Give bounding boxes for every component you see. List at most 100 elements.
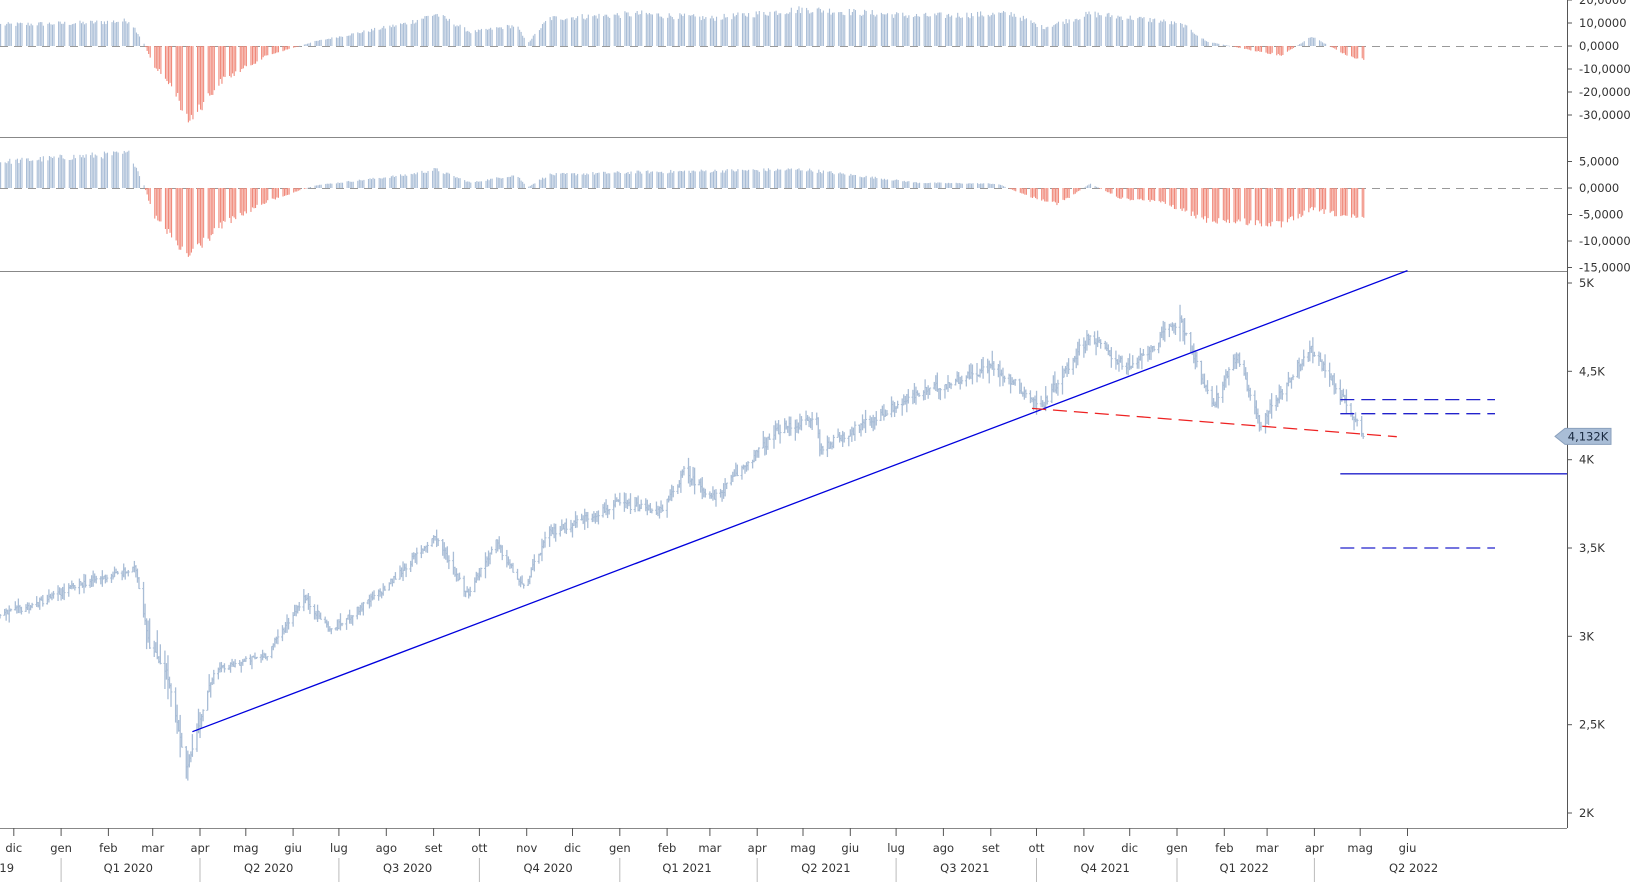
oscillator-bar bbox=[1216, 188, 1218, 224]
oscillator-bar bbox=[651, 14, 653, 46]
oscillator-bar bbox=[538, 179, 541, 188]
oscillator-bar bbox=[940, 182, 942, 188]
oscillator-bar bbox=[531, 184, 533, 188]
oscillator-bar bbox=[459, 178, 461, 188]
oscillator-bar bbox=[912, 17, 914, 46]
oscillator-bar bbox=[938, 12, 940, 46]
oscillator-bar bbox=[958, 16, 960, 46]
oscillator-bar bbox=[625, 172, 628, 188]
month-label: feb bbox=[1215, 841, 1233, 855]
oscillator-bar bbox=[1322, 42, 1324, 46]
oscillator-bar bbox=[1047, 188, 1049, 202]
oscillator-bar bbox=[935, 15, 937, 46]
oscillator-bar bbox=[1238, 46, 1240, 48]
oscillator-bar bbox=[102, 158, 104, 188]
oscillator-bar bbox=[456, 177, 458, 188]
oscillator-bar bbox=[123, 150, 125, 188]
quarter-label: Q2 2022 bbox=[1389, 861, 1438, 875]
oscillator-bar bbox=[1244, 188, 1246, 219]
oscillator-bar bbox=[645, 170, 647, 188]
oscillator-bar bbox=[285, 188, 287, 196]
oscillator-bar bbox=[39, 157, 41, 188]
oscillator-bar bbox=[1031, 188, 1034, 198]
oscillator-bar bbox=[1363, 46, 1365, 60]
oscillator-bar bbox=[1083, 187, 1085, 189]
y-tick-label: 0,0000 bbox=[1579, 39, 1619, 53]
oscillator-bar bbox=[1036, 26, 1038, 46]
oscillator-bar bbox=[638, 170, 640, 188]
oscillator-bar bbox=[700, 20, 702, 46]
oscillator-bar bbox=[26, 24, 28, 46]
oscillator-bar bbox=[613, 14, 615, 46]
oscillator-bar bbox=[1195, 188, 1197, 219]
oscillator-bar bbox=[726, 17, 728, 46]
panel-frames bbox=[0, 0, 1568, 829]
oscillator-bar bbox=[19, 22, 21, 46]
oscillator-bar bbox=[328, 183, 330, 188]
oscillator-bar bbox=[1341, 46, 1343, 54]
oscillator-bar bbox=[1192, 188, 1194, 212]
oscillator-bar bbox=[832, 12, 834, 46]
oscillator-bar bbox=[714, 169, 716, 188]
oscillator-bar bbox=[818, 169, 820, 188]
oscillator-bar bbox=[862, 14, 864, 46]
oscillator-bar bbox=[806, 7, 808, 47]
oscillator-bar bbox=[192, 46, 194, 120]
oscillator-bar bbox=[317, 185, 319, 188]
y-tick-label: 4K bbox=[1579, 453, 1594, 467]
oscillator-bar bbox=[239, 46, 241, 73]
oscillator-bar bbox=[74, 158, 76, 188]
month-label: giu bbox=[841, 841, 859, 855]
oscillator-bar bbox=[1202, 188, 1205, 220]
oscillator-bar bbox=[938, 182, 940, 188]
month-label: mag bbox=[1347, 841, 1373, 855]
oscillator-bar bbox=[555, 173, 557, 188]
oscillator-bar bbox=[798, 168, 800, 188]
oscillator-bar bbox=[1346, 188, 1348, 216]
oscillator-bar bbox=[1105, 16, 1107, 46]
oscillator-bar bbox=[809, 168, 811, 188]
oscillator-bar bbox=[778, 169, 780, 188]
oscillator-bar bbox=[1143, 188, 1145, 201]
oscillator-bar bbox=[113, 151, 115, 188]
oscillator-bar bbox=[519, 177, 521, 188]
oscillator-bar bbox=[287, 188, 289, 195]
oscillator-bar bbox=[1100, 188, 1102, 189]
oscillator-bar bbox=[897, 13, 899, 46]
oscillator-bar bbox=[735, 171, 737, 188]
oscillator-bar bbox=[488, 28, 490, 46]
oscillator-bar bbox=[369, 178, 371, 188]
oscillator-bar bbox=[1132, 188, 1134, 201]
oscillator-bar bbox=[393, 176, 395, 188]
oscillator-bar bbox=[337, 37, 339, 46]
oscillator-bar bbox=[125, 152, 127, 188]
oscillator-bar bbox=[58, 21, 60, 46]
oscillator-bar bbox=[51, 158, 54, 188]
oscillator-bar bbox=[838, 12, 840, 47]
oscillator-bar bbox=[113, 20, 115, 46]
trendline bbox=[192, 269, 1408, 733]
oscillator-bar bbox=[404, 22, 406, 46]
oscillator-bar bbox=[326, 183, 328, 188]
oscillator-bar bbox=[1286, 188, 1288, 223]
oscillator-bar bbox=[351, 181, 353, 188]
oscillator-bar bbox=[1202, 38, 1205, 46]
oscillator-bar bbox=[1224, 45, 1226, 46]
oscillator-bar bbox=[59, 154, 61, 188]
oscillator-bar bbox=[253, 46, 255, 64]
oscillator-bar bbox=[273, 188, 275, 199]
oscillator-bar bbox=[29, 161, 31, 188]
oscillator-bar bbox=[859, 14, 861, 47]
oscillator-bar bbox=[335, 37, 337, 46]
oscillator-bar bbox=[850, 15, 852, 46]
oscillator-bar bbox=[978, 16, 980, 46]
oscillator-bar bbox=[882, 179, 884, 188]
oscillator-bar bbox=[201, 188, 203, 248]
oscillator-bar bbox=[1351, 188, 1353, 218]
oscillator-bar bbox=[117, 152, 119, 188]
oscillator-bar bbox=[560, 19, 562, 46]
oscillator-bar bbox=[1051, 26, 1053, 46]
oscillator-bar bbox=[9, 158, 11, 188]
oscillator-bar bbox=[328, 38, 330, 46]
